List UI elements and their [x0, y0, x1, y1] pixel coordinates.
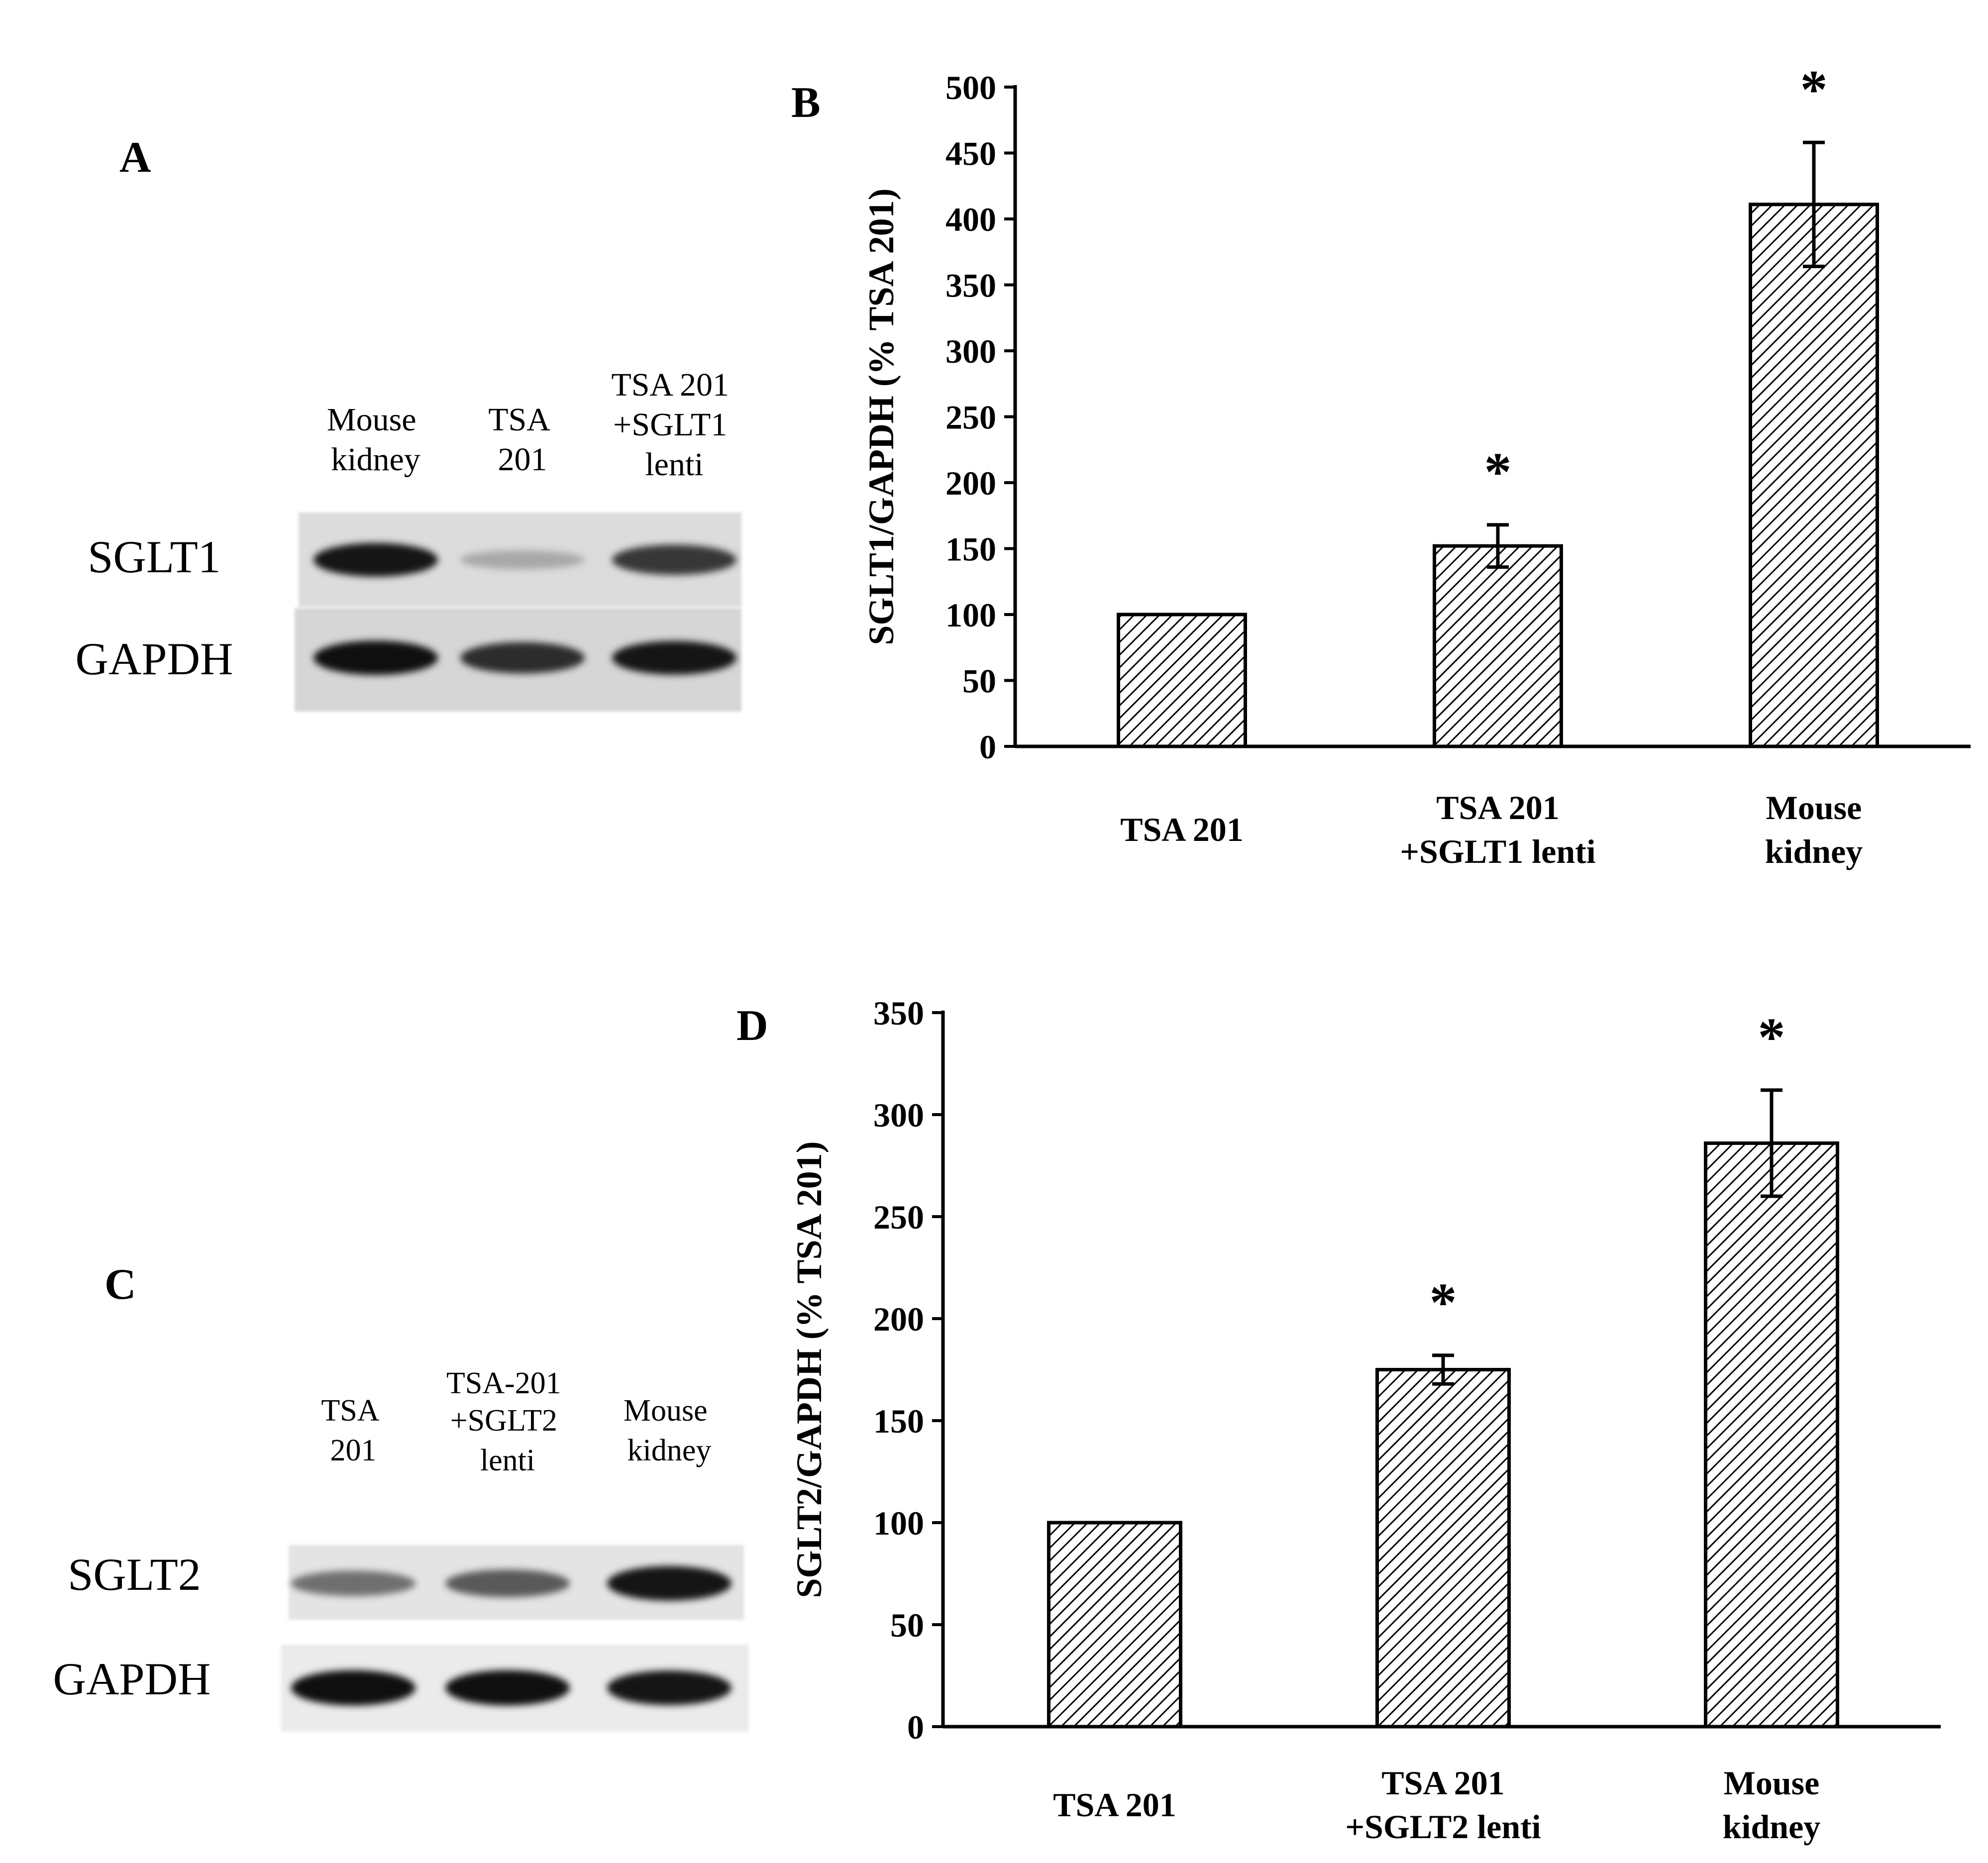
a-band-sglt1-2 — [460, 550, 585, 570]
lane-label-c-3: Mouse kidney — [624, 1394, 715, 1467]
b-y-tick-label: 150 — [945, 530, 996, 568]
panel-c-letter: C — [105, 1260, 136, 1309]
d-y-axis-label: SGLT2/GAPDH (% TSA 201) — [789, 1141, 829, 1598]
d-bar-2 — [1375, 1368, 1511, 1729]
lane-label-a-3: TSA 201 +SGLT1 lenti — [611, 367, 737, 483]
b-y-tick-label: 350 — [945, 267, 996, 305]
d-category-label-3: Mouse kidney — [1723, 1764, 1821, 1846]
b-y-tick-label: 50 — [962, 662, 996, 700]
d-y-tick-label: 100 — [873, 1504, 924, 1542]
c-band-gapdh-1 — [291, 1670, 416, 1706]
d-bar-1 — [1047, 1521, 1182, 1729]
d-error-bar-2 — [1432, 1353, 1454, 1386]
b-y-tick-label: 500 — [945, 69, 996, 106]
b-y-axis-label: SGLT1/GAPDH (% TSA 201) — [861, 188, 901, 645]
b-bar-3 — [1749, 203, 1879, 748]
c-band-sglt2-2 — [445, 1569, 570, 1597]
c-band-sglt2-1 — [291, 1570, 416, 1596]
d-y-tick-label: 150 — [873, 1402, 924, 1440]
d-error-bar-3 — [1761, 1088, 1782, 1198]
d-y-tick-label: 350 — [873, 994, 924, 1032]
a-band-sglt1-3 — [612, 544, 736, 575]
b-y-tick-label: 400 — [945, 201, 996, 238]
d-significance-2: * — [1430, 1272, 1457, 1333]
d-y-tick-label: 200 — [873, 1300, 924, 1338]
row-label-c-1: SGLT2 — [68, 1549, 201, 1600]
lane-label-c-2: TSA-201 +SGLT2 lenti — [446, 1366, 569, 1477]
d-category-label-1: TSA 201 — [1053, 1786, 1176, 1824]
b-significance-2: * — [1484, 441, 1512, 502]
b-error-bar-2 — [1487, 523, 1509, 569]
b-error-bar-3 — [1803, 140, 1825, 268]
lane-label-a-1: Mouse kidney — [327, 402, 424, 478]
d-category-label-2: TSA 201 +SGLT2 lenti — [1345, 1764, 1541, 1846]
panel-a-letter: A — [119, 133, 151, 182]
a-band-gapdh-3 — [612, 641, 736, 675]
b-bar-2 — [1433, 544, 1563, 748]
panel-d: D 0 50 100 150 200 250 300 350 SGLT2/GAPDH (% TS… — [736, 994, 1941, 1846]
bands-c — [291, 1566, 732, 1706]
a-band-sglt1-1 — [314, 543, 438, 577]
b-category-label-1: TSA 201 — [1120, 811, 1244, 848]
chart-b: 0 50 100 150 200 250 300 350 400 450 500 SGLT1/GAPD… — [861, 59, 1971, 870]
b-y-tick-label: 250 — [945, 399, 996, 436]
panel-a: A Mouse kidney TSA 201 TSA 201 +SGLT1 le… — [76, 133, 741, 712]
lane-label-a-2: TSA 201 — [488, 402, 557, 478]
b-y-tick-label: 200 — [945, 464, 996, 502]
d-y-tick-label: 250 — [873, 1198, 924, 1236]
lane-label-c-1: TSA 201 — [321, 1394, 385, 1467]
d-bar-3 — [1704, 1141, 1839, 1729]
b-y-tick-label: 0 — [979, 728, 996, 766]
b-category-label-3: Mouse kidney — [1765, 789, 1863, 870]
b-bar-1 — [1117, 613, 1247, 748]
d-y-tick-label: 50 — [890, 1606, 924, 1644]
b-significance-3: * — [1800, 59, 1828, 119]
panel-b: B 0 50 100 150 200 250 300 350 400 450 500 SGLT1/GA… — [791, 59, 1971, 870]
row-label-a-2: GAPDH — [76, 633, 233, 684]
b-category-label-2: TSA 201 +SGLT1 lenti — [1400, 789, 1595, 870]
c-band-gapdh-3 — [607, 1670, 732, 1705]
b-y-tick-label: 300 — [945, 332, 996, 370]
d-significance-3: * — [1758, 1007, 1785, 1067]
chart-d: 0 50 100 150 200 250 300 350 SGLT2/GAPDH (% TSA … — [789, 994, 1941, 1846]
a-band-gapdh-2 — [460, 642, 585, 674]
panel-c: C TSA 201 TSA-201 +SGLT2 lenti Mouse kid… — [53, 1260, 749, 1732]
b-y-tick-label: 450 — [945, 135, 996, 173]
panel-d-letter: D — [736, 1002, 768, 1050]
c-band-gapdh-2 — [445, 1670, 570, 1706]
d-y-tick-label: 300 — [873, 1096, 924, 1134]
panel-b-letter: B — [791, 79, 821, 127]
d-y-tick-label: 0 — [907, 1708, 924, 1746]
a-band-gapdh-1 — [314, 640, 438, 675]
row-label-a-1: SGLT1 — [88, 531, 221, 582]
b-y-tick-label: 100 — [945, 596, 996, 634]
c-band-sglt2-3 — [607, 1566, 732, 1601]
bands-a — [314, 543, 736, 675]
row-label-c-2: GAPDH — [53, 1654, 211, 1704]
